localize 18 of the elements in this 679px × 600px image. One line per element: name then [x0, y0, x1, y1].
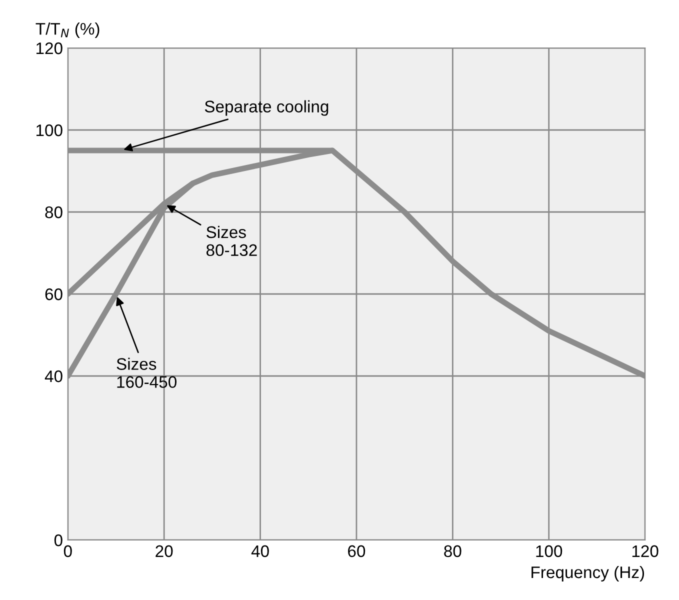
- y-axis-title: T/T$_{N}$ (%): [36, 22, 100, 38]
- x-tick-label: 0: [64, 545, 72, 558]
- y-tick-label: 80: [45, 206, 62, 218]
- y-tick-label: 0: [54, 534, 62, 546]
- y-tick-label: 60: [45, 288, 62, 300]
- x-tick-label: 100: [536, 545, 562, 558]
- x-axis-title: Frequency (Hz): [532, 566, 644, 582]
- x-tick-label: 40: [251, 545, 269, 558]
- series-label: Sizes 160-450: [116, 358, 177, 388]
- text: Separate cooling: [204, 100, 328, 116]
- y-tick-label: 120: [36, 42, 62, 54]
- x-tick-label: 80: [444, 545, 462, 558]
- y-tick-label: 100: [36, 124, 62, 136]
- x-tick-label: 20: [156, 545, 173, 558]
- y-tick-label: 40: [44, 370, 62, 382]
- text: Sizes 80-132: [206, 226, 257, 256]
- x-tick-label: 60: [348, 545, 366, 558]
- x-tick-label: 120: [632, 545, 658, 558]
